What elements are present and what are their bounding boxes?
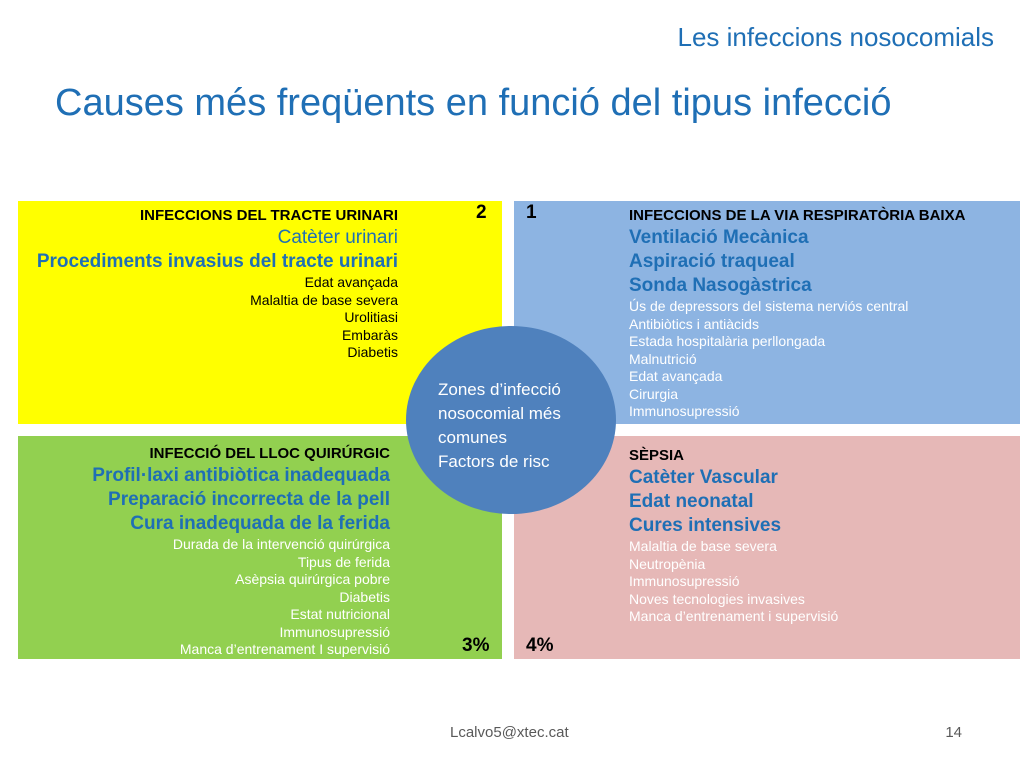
respiratory-minor-5: Edat avançada: [629, 368, 723, 384]
sepsis-minor-5: Manca d’entrenament i supervisió: [629, 608, 839, 624]
urinary-minor-1: Edat avançada: [304, 274, 398, 290]
urinary-heading: INFECCIONS DEL TRACTE URINARI: [139, 207, 398, 224]
slide-title: Causes més freqüents en funció del tipus…: [55, 82, 892, 124]
respiratory-major-1: Ventilació Mecànica: [629, 227, 809, 248]
urinary-minor-3: Urolitiasi: [344, 309, 398, 325]
surgical-minor-7: Manca d’entrenament I supervisió: [179, 641, 390, 657]
sepsis-minor-4: Noves tecnologies invasives: [629, 590, 805, 607]
sepsis-text: SÈPSIA Catèter Vascular Edat neonatal Cu…: [629, 446, 838, 626]
center-text: Zones d’infecció nosocomial més comunes …: [438, 378, 561, 474]
respiratory-minor-3: Estada hospitalària perllongada: [629, 333, 826, 349]
surgical-minor-1: Durada de la intervenció quirúrgica: [172, 536, 390, 552]
surgical-minor-2: Tipus de ferida: [297, 553, 390, 570]
center-line-4: Factors de risc: [438, 452, 550, 471]
surgical-minor-3: Asèpsia quirúrgica pobre: [235, 571, 390, 587]
surgical-number: 3%: [462, 635, 490, 656]
respiratory-minor-2: Antibiòtics i antiàcids: [629, 315, 759, 332]
sepsis-minor-1: Malaltia de base severa: [629, 538, 777, 554]
sepsis-major-2: Edat neonatal: [629, 491, 754, 512]
sepsis-number: 4%: [526, 635, 554, 656]
urinary-major-2: Procediments invasius del tracte urinari: [36, 251, 398, 272]
surgical-minor-4: Diabetis: [339, 588, 390, 605]
respiratory-minor-6: Cirurgia: [629, 385, 679, 402]
surgical-text: INFECCIÓ DEL LLOC QUIRÚRGIC Profil·laxi …: [92, 444, 390, 659]
respiratory-major-2: Aspiració traqueal: [629, 251, 795, 272]
urinary-number: 2: [476, 202, 487, 223]
sepsis-heading: SÈPSIA: [629, 447, 685, 464]
urinary-minor-4: Embaràs: [341, 326, 398, 343]
respiratory-text: INFECCIONS DE LA VIA RESPIRATÒRIA BAIXA …: [629, 206, 965, 421]
center-line-2: nosocomial més: [438, 404, 561, 423]
header-subtitle: Les infeccions nosocomials: [677, 22, 995, 52]
surgical-minor-5: Estat nutricional: [290, 606, 390, 622]
quadrant-sepsis: [514, 436, 1020, 659]
respiratory-minor-4: Malnutrició: [629, 350, 697, 367]
urinary-major-1: Catèter urinari: [277, 227, 398, 248]
urinary-text: INFECCIONS DEL TRACTE URINARI Catèter ur…: [37, 206, 398, 362]
respiratory-minor-1: Ús de depressors del sistema nerviós cen…: [629, 298, 909, 314]
respiratory-number: 1: [526, 202, 537, 223]
page-number: 14: [945, 724, 962, 741]
center-line-3: comunes: [438, 428, 507, 447]
surgical-major-3: Cura inadequada de la ferida: [130, 513, 390, 534]
sepsis-minor-2: Neutropènia: [629, 555, 706, 572]
center-line-1: Zones d’infecció: [438, 380, 561, 399]
center-circle: [406, 326, 616, 514]
surgical-major-2: Preparació incorrecta de la pell: [108, 489, 390, 510]
surgical-heading: INFECCIÓ DEL LLOC QUIRÚRGIC: [149, 445, 390, 462]
quadrant-surgical: [18, 436, 502, 659]
respiratory-heading: INFECCIONS DE LA VIA RESPIRATÒRIA BAIXA: [629, 207, 966, 224]
urinary-minor-5: Diabetis: [347, 344, 398, 360]
urinary-minor-2: Malaltia de base severa: [250, 291, 398, 308]
sepsis-major-3: Cures intensives: [629, 515, 782, 536]
sepsis-major-1: Catèter Vascular: [629, 467, 778, 488]
respiratory-minor-7: Immunosupressió: [629, 403, 740, 419]
surgical-minor-6: Immunosupressió: [279, 623, 391, 640]
footer-email: Lcalvo5@xtec.cat: [450, 724, 569, 741]
respiratory-major-3: Sonda Nasogàstrica: [629, 275, 812, 296]
sepsis-minor-3: Immunosupressió: [629, 573, 740, 589]
surgical-major-1: Profil·laxi antibiòtica inadequada: [92, 465, 390, 486]
